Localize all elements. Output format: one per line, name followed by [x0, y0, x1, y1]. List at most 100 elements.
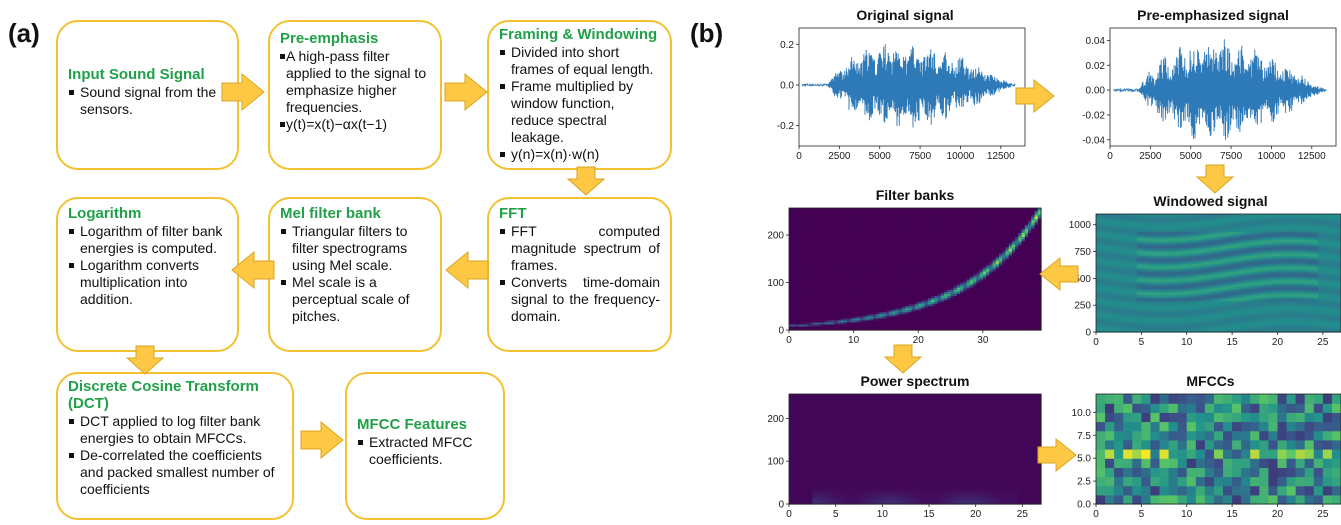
- heatmap-cell: [918, 236, 923, 240]
- heatmap-cell: [885, 277, 890, 280]
- heatmap-cell: [1002, 220, 1007, 223]
- heatmap-cell: [801, 260, 806, 264]
- heatmap-cell: [1011, 293, 1016, 297]
- heatmap-cell: [1024, 220, 1029, 223]
- heatmap-cell: [1018, 226, 1023, 229]
- heatmap-cell: [863, 256, 868, 260]
- heatmap-cell: [957, 319, 961, 323]
- heatmap-cell: [915, 226, 919, 229]
- heatmap-cell: [795, 281, 800, 284]
- heatmap-cell: [944, 230, 948, 233]
- heatmap-cell: [1008, 325, 1013, 329]
- heatmap-cell: [918, 208, 923, 211]
- heatmap-cell: [963, 228, 968, 231]
- heatmap-cell: [866, 222, 871, 225]
- heatmap-cell: [937, 303, 942, 307]
- heatmap-cell: [860, 218, 864, 221]
- heatmap-cell: [818, 212, 822, 215]
- heatmap-cell: [840, 258, 845, 262]
- heatmap-cell: [824, 299, 829, 303]
- heatmap-cell: [1037, 266, 1042, 270]
- bullet: Triangular filters to filter spectrogram…: [280, 223, 430, 274]
- heatmap-cell: [1021, 285, 1026, 288]
- heatmap-cell: [1096, 308, 1102, 311]
- heatmap-cell: [831, 309, 835, 313]
- heatmap-cell: [924, 230, 929, 233]
- heatmap-cell: [911, 210, 916, 213]
- heatmap-cell: [992, 283, 997, 286]
- heatmap-cell: [895, 283, 900, 286]
- heatmap-cell: [847, 287, 851, 290]
- heatmap-cell: [911, 313, 916, 317]
- heatmap-cell: [960, 260, 965, 264]
- heatmap-cell: [873, 327, 877, 331]
- heatmap-cell: [821, 303, 826, 307]
- heatmap-cell: [840, 212, 845, 215]
- heatmap-cell: [898, 315, 903, 319]
- heatmap-cell: [850, 224, 855, 227]
- heatmap-cell: [801, 242, 806, 246]
- heatmap-cell: [1100, 237, 1106, 241]
- heatmap-cell: [947, 210, 952, 213]
- heatmap-cell: [882, 315, 887, 319]
- heatmap-cell: [1008, 240, 1013, 244]
- heatmap-cell: [1015, 252, 1019, 256]
- heatmap-cell: [1002, 317, 1007, 321]
- heatmap-cell: [879, 281, 884, 284]
- heatmap-cell: [944, 291, 948, 294]
- heatmap-cell: [960, 208, 965, 211]
- heatmap-cell: [869, 269, 874, 272]
- heatmap-cell: [1021, 309, 1026, 313]
- heatmap-cell: [895, 297, 900, 301]
- heatmap-cell: [934, 309, 939, 313]
- heatmap-cell: [911, 273, 916, 276]
- heatmap-cell: [995, 262, 1000, 266]
- heatmap-cell: [824, 281, 829, 284]
- heatmap-cell: [992, 313, 997, 317]
- heatmap-cell: [986, 307, 990, 311]
- heatmap-cell: [895, 319, 900, 323]
- heatmap-cell: [953, 260, 958, 264]
- heatmap-cell: [940, 309, 945, 313]
- heatmap-cell: [908, 311, 913, 315]
- heatmap-cell: [869, 226, 874, 229]
- heatmap-cell: [1034, 291, 1039, 294]
- heatmap-cell: [976, 228, 981, 231]
- heatmap-cell: [934, 256, 939, 260]
- heatmap-cell: [895, 234, 900, 238]
- heatmap-cell: [969, 323, 974, 327]
- heatmap-cell: [992, 323, 997, 327]
- heatmap-cell: [966, 258, 971, 262]
- heatmap-cell: [1037, 281, 1042, 284]
- heatmap-cell: [986, 232, 990, 236]
- heatmap-cell: [850, 309, 855, 313]
- heatmap-cell: [960, 327, 965, 331]
- heatmap-cell: [911, 295, 916, 299]
- heatmap-cell: [986, 297, 990, 301]
- heatmap-cell: [879, 208, 884, 211]
- heatmap-cell: [999, 256, 1003, 260]
- heatmap-cell: [1011, 289, 1016, 292]
- heatmap-cell: [902, 252, 906, 256]
- heatmap-cell: [1037, 285, 1042, 288]
- heatmap-cell: [1021, 305, 1026, 309]
- heatmap-cell: [1028, 226, 1032, 229]
- heatmap-cell: [889, 281, 893, 284]
- heatmap-cell: [1008, 303, 1013, 307]
- heatmap-cell: [831, 301, 835, 305]
- heatmap-cell: [1011, 246, 1016, 250]
- heatmap-cell: [979, 299, 984, 303]
- heatmap-cell: [927, 307, 932, 311]
- heatmap-cell: [1024, 228, 1029, 231]
- heatmap-cell: [931, 309, 935, 313]
- heatmap-cell: [789, 293, 793, 297]
- heatmap-cell: [1037, 210, 1042, 213]
- heatmap-cell: [934, 232, 939, 236]
- heatmap-cell: [898, 256, 903, 260]
- x-tick-label: 7500: [909, 151, 932, 162]
- heatmap-cell: [814, 250, 819, 254]
- heatmap-cell: [1096, 320, 1102, 323]
- heatmap-cell: [1034, 246, 1039, 250]
- heatmap-cell: [863, 214, 868, 217]
- heatmap-cell: [921, 266, 926, 270]
